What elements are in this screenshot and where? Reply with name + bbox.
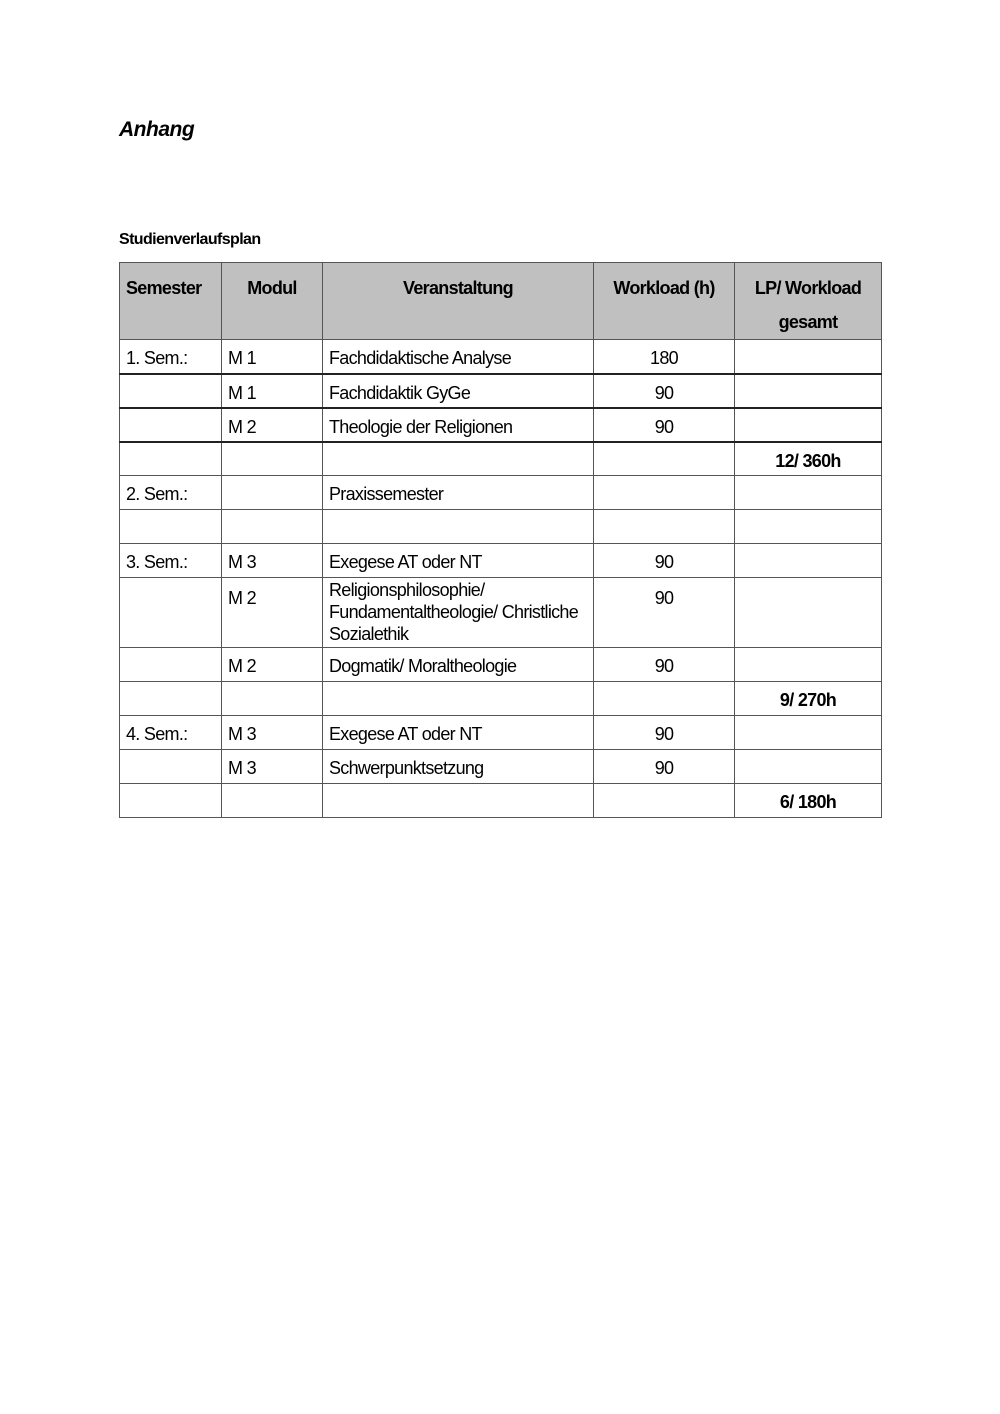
cell-veranstaltung: Schwerpunktsetzung <box>322 749 594 784</box>
cell-modul: M 1 <box>221 339 323 375</box>
cell-workload: 90 <box>593 749 735 784</box>
cell-semester: 2. Sem.: <box>119 475 222 510</box>
cell-veranstaltung <box>322 441 594 476</box>
header-lp-workload: LP/ Workload gesamt <box>734 262 882 340</box>
cell-lp-workload <box>734 577 882 648</box>
cell-modul <box>221 509 323 544</box>
cell-workload: 90 <box>593 577 735 648</box>
cell-veranstaltung: Theologie der Religionen <box>322 407 594 443</box>
cell-modul <box>221 441 323 476</box>
table-row: M 3 Schwerpunktsetzung 90 <box>119 749 882 784</box>
cell-modul: M 3 <box>221 749 323 784</box>
cell-workload: 180 <box>593 339 735 375</box>
table-row: M 2 Dogmatik/ Moraltheologie 90 <box>119 647 882 682</box>
cell-veranstaltung <box>322 783 594 818</box>
cell-workload <box>593 441 735 476</box>
cell-veranstaltung: Religionsphilosophie/ Fundamentaltheolog… <box>322 577 594 648</box>
cell-veranstaltung: Exegese AT oder NT <box>322 715 594 750</box>
table-row: M 2 Theologie der Religionen 90 <box>119 407 882 443</box>
cell-lp-workload <box>734 339 882 375</box>
table-row: 3. Sem.: M 3 Exegese AT oder NT 90 <box>119 543 882 578</box>
cell-lp-workload: 9/ 270h <box>734 681 882 716</box>
study-plan-table: Semester Modul Veranstaltung Workload (h… <box>119 262 882 818</box>
table-row <box>119 509 882 544</box>
cell-workload <box>593 475 735 510</box>
header-workload: Workload (h) <box>593 262 735 340</box>
cell-veranstaltung: Dogmatik/ Moraltheologie <box>322 647 594 682</box>
cell-modul <box>221 783 323 818</box>
cell-lp-workload <box>734 407 882 443</box>
cell-veranstaltung: Fachdidaktische Analyse <box>322 339 594 375</box>
cell-modul: M 1 <box>221 373 323 409</box>
table-row: M 1 Fachdidaktik GyGe 90 <box>119 373 882 409</box>
cell-workload: 90 <box>593 373 735 409</box>
table-header-row: Semester Modul Veranstaltung Workload (h… <box>119 262 882 340</box>
cell-lp-workload: 12/ 360h <box>734 441 882 476</box>
cell-modul: M 2 <box>221 647 323 682</box>
table-row: 12/ 360h <box>119 441 882 476</box>
cell-lp-workload <box>734 373 882 409</box>
cell-lp-workload <box>734 543 882 578</box>
cell-modul: M 2 <box>221 407 323 443</box>
cell-semester <box>119 647 222 682</box>
table-row: 9/ 270h <box>119 681 882 716</box>
cell-semester <box>119 373 222 409</box>
cell-semester <box>119 783 222 818</box>
table-row: M 2 Religionsphilosophie/ Fundamentaltheo… <box>119 577 882 648</box>
table-row: 4. Sem.: M 3 Exegese AT oder NT 90 <box>119 715 882 750</box>
cell-workload: 90 <box>593 715 735 750</box>
cell-lp-workload <box>734 475 882 510</box>
cell-veranstaltung: Praxissemester <box>322 475 594 510</box>
cell-veranstaltung: Exegese AT oder NT <box>322 543 594 578</box>
cell-veranstaltung <box>322 509 594 544</box>
cell-lp-workload <box>734 749 882 784</box>
header-semester: Semester <box>119 262 222 340</box>
cell-semester: 1. Sem.: <box>119 339 222 375</box>
cell-modul: M 3 <box>221 715 323 750</box>
header-modul: Modul <box>221 262 323 340</box>
cell-semester <box>119 441 222 476</box>
cell-semester <box>119 407 222 443</box>
cell-modul: M 2 <box>221 577 323 648</box>
table-row: 2. Sem.: Praxissemester <box>119 475 882 510</box>
cell-lp-workload <box>734 509 882 544</box>
page-title: Anhang <box>119 118 195 141</box>
cell-workload: 90 <box>593 647 735 682</box>
header-veranstaltung: Veranstaltung <box>322 262 594 340</box>
cell-workload <box>593 509 735 544</box>
cell-workload: 90 <box>593 543 735 578</box>
cell-semester <box>119 509 222 544</box>
cell-modul <box>221 681 323 716</box>
cell-veranstaltung <box>322 681 594 716</box>
cell-workload <box>593 681 735 716</box>
cell-semester <box>119 749 222 784</box>
cell-semester: 4. Sem.: <box>119 715 222 750</box>
cell-workload <box>593 783 735 818</box>
cell-modul: M 3 <box>221 543 323 578</box>
cell-veranstaltung: Fachdidaktik GyGe <box>322 373 594 409</box>
section-title: Studienverlaufsplan <box>119 231 261 248</box>
cell-lp-workload: 6/ 180h <box>734 783 882 818</box>
cell-semester <box>119 577 222 648</box>
cell-modul <box>221 475 323 510</box>
cell-lp-workload <box>734 715 882 750</box>
cell-lp-workload <box>734 647 882 682</box>
table-row: 1. Sem.: M 1 Fachdidaktische Analyse 180 <box>119 339 882 375</box>
cell-workload: 90 <box>593 407 735 443</box>
cell-semester: 3. Sem.: <box>119 543 222 578</box>
table-row: 6/ 180h <box>119 783 882 818</box>
cell-semester <box>119 681 222 716</box>
